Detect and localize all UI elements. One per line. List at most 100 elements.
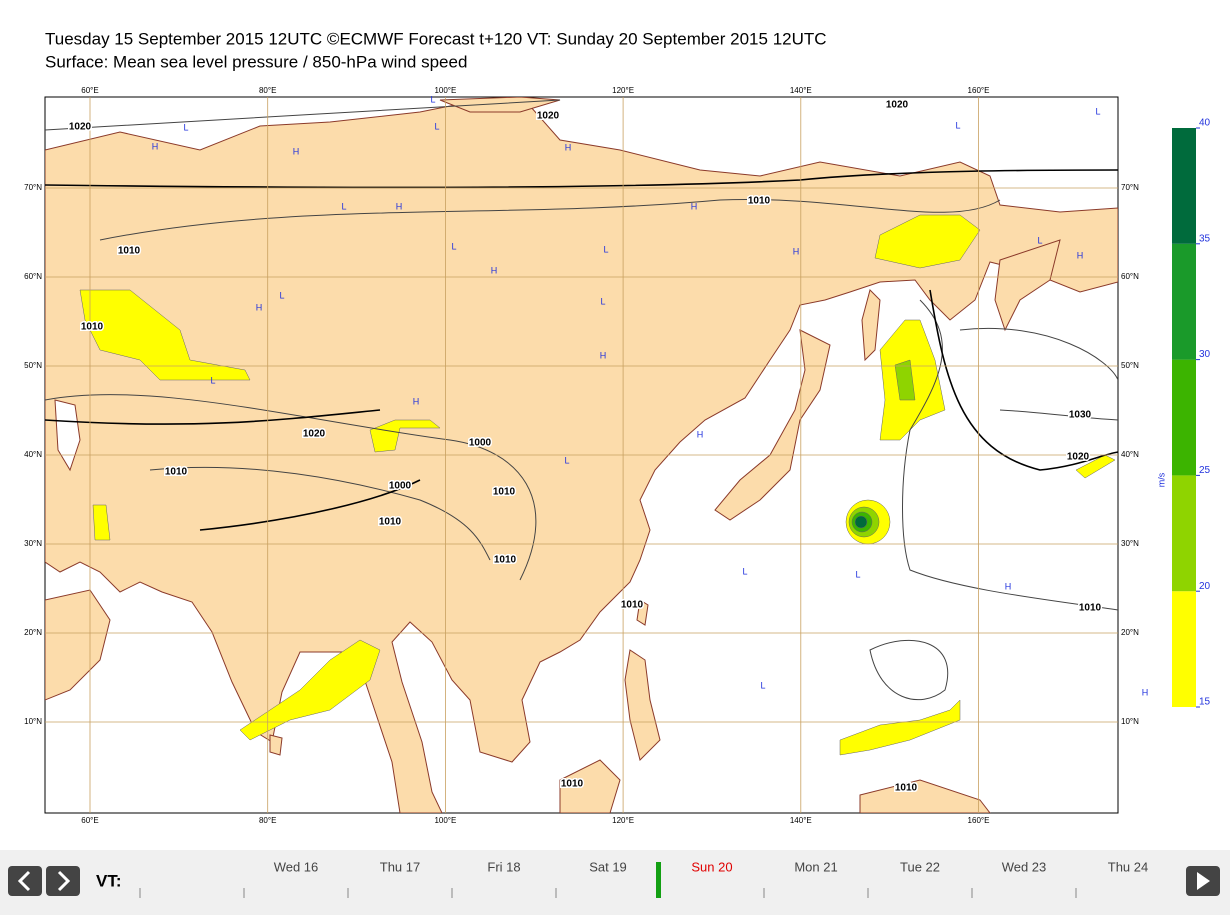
day-label[interactable]: Mon 21 [794,859,837,874]
wind-area [79,289,251,381]
isobar-label: 1010 [1079,603,1102,614]
prev-button[interactable] [8,866,42,896]
isobar [902,299,1118,611]
lat-label: 40°N [1121,450,1139,459]
lat-label: 10°N [24,717,42,726]
isobar-label: 1000 [389,481,412,492]
lon-label: 60°E [81,816,98,825]
borneo [559,759,621,813]
pressure-centre: H [413,396,420,406]
isobar-label: 1010 [621,600,644,611]
sri-lanka [269,734,283,756]
colorbar-label: 25 [1199,465,1211,476]
pressure-centre: L [564,455,569,465]
lon-label: 80°E [259,86,276,95]
colorbar-band [1172,591,1196,707]
lat-label: 40°N [24,450,42,459]
day-label[interactable]: Sat 19 [589,859,627,874]
lat-label: 20°N [1121,628,1139,637]
isobar [45,409,381,425]
pressure-centre: H [600,350,607,360]
colorbar-label: 30 [1199,349,1211,360]
pressure-centre: H [152,141,159,151]
wind-area [839,699,961,756]
pressure-centre: H [1005,581,1012,591]
pressure-centre: H [793,246,800,256]
isobar [999,409,1118,421]
next-button[interactable] [46,866,80,896]
pressure-centre: L [210,375,215,385]
lon-label: 140°E [790,86,812,95]
pressure-centre: L [434,121,439,131]
pressure-centre: L [1095,106,1100,116]
isobar [45,99,561,131]
wind-area [894,359,916,401]
prev-icon [17,870,31,892]
lat-label: 50°N [24,361,42,370]
isobar-label: 1010 [895,783,918,794]
wind-area [369,419,441,453]
day-label[interactable]: Fri 18 [487,859,520,874]
isobar [929,289,1118,471]
isobar-label: 1010 [81,322,104,333]
pressure-centre: L [855,569,860,579]
title-line2: Surface: Mean sea level pressure / 850-h… [45,52,467,71]
lon-label: 120°E [612,816,634,825]
lon-label: 160°E [968,816,990,825]
lon-label: 100°E [434,816,456,825]
kamchatka [994,239,1061,332]
vt-label: VT: [96,871,122,890]
pressure-centre: L [430,94,435,104]
current-time-marker [656,862,661,898]
lon-label: 160°E [968,86,990,95]
lon-label: 100°E [434,86,456,95]
pressure-centre: L [451,241,456,251]
pressure-centre: H [1077,250,1084,260]
isobar-label: 1010 [118,246,141,257]
pressure-centre: H [1142,687,1149,697]
colorbar-label: 40 [1199,118,1211,129]
lon-label: 80°E [259,816,276,825]
pressure-centre: H [565,142,572,152]
japan [714,329,831,521]
pressure-centre: L [183,122,188,132]
pressure-centre: H [256,302,263,312]
typhoon-core [854,515,868,529]
pressure-centre: L [341,201,346,211]
isobar-label: 1010 [748,196,771,207]
day-label[interactable]: Thu 17 [380,859,420,874]
map: 60°E 60°E 80°E 80°E 100°E 100°E 120°E 120°E 140°… [24,86,1148,825]
new-guinea [859,779,991,813]
lat-label: 30°N [1121,539,1139,548]
colorbar-unit: m/s [1156,472,1166,487]
wind-area [92,504,111,541]
pressure-centre: L [603,244,608,254]
day-label[interactable]: Tue 22 [900,859,940,874]
isobar-label: 1020 [69,122,92,133]
wind-area [874,214,981,269]
colorbar-label: 35 [1199,233,1211,244]
day-label[interactable]: Wed 23 [1002,859,1047,874]
lat-label: 20°N [24,628,42,637]
isobar [199,479,421,531]
lat-label: 70°N [1121,183,1139,192]
pressure-centre: L [279,290,284,300]
isobar [45,169,1118,189]
colorbar: 15 20 25 30 35 40 m/s [1156,118,1210,708]
isobar [149,466,491,561]
isobar-label: 1020 [303,429,326,440]
isobar-label: 1020 [1067,452,1090,463]
pressure-centre: H [396,201,403,211]
lat-label: 60°N [1121,272,1139,281]
lat-label: 70°N [24,183,42,192]
pressure-centre: H [691,201,698,211]
isobar-label: 1010 [493,487,516,498]
title-line1: Tuesday 15 September 2015 12UTC ©ECMWF F… [45,29,827,48]
day-label[interactable]: Sun 20 [691,859,732,874]
isobar-label: 1020 [537,111,560,122]
isobar [869,639,949,701]
pressure-centre: H [697,429,704,439]
day-label[interactable]: Thu 24 [1108,859,1148,874]
day-label[interactable]: Wed 16 [274,859,319,874]
next-icon [57,870,71,892]
